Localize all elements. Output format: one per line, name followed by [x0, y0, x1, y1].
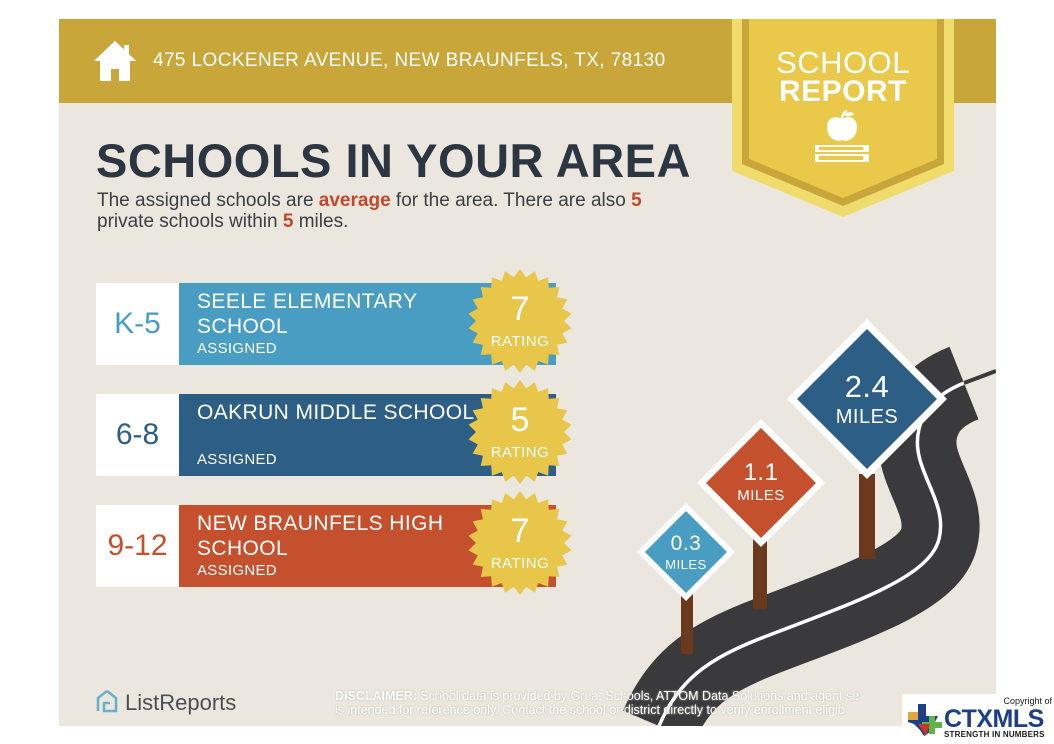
- rating-seal-icon: [468, 269, 572, 373]
- distance-near-unit: MILES: [665, 557, 707, 572]
- rating-label: RATING: [490, 333, 550, 350]
- rating-value: 5: [510, 401, 530, 439]
- school-row: 9-12 NEW BRAUNFELS HIGH SCHOOL ASSIGNED 7 RA…: [96, 491, 572, 595]
- summary-text: The assigned schools are average for the…: [97, 190, 642, 232]
- school-name: OAKRUN MIDDLE SCHOOL: [197, 401, 475, 424]
- listreports-brand: ListReports: [125, 690, 237, 715]
- watermark-name: CTXMLS: [944, 705, 1044, 733]
- distance-near-value: 0.3: [670, 532, 702, 555]
- watermark-copyright: Copyright of: [1003, 696, 1052, 706]
- school-report-card: 475 LOCKENER AVENUE, NEW BRAUNFELS, TX, …: [59, 19, 996, 726]
- distance-sign-far: [787, 319, 947, 479]
- texas-star-icon: [908, 704, 942, 736]
- property-address: 475 LOCKENER AVENUE, NEW BRAUNFELS, TX, …: [153, 50, 666, 71]
- disclaimer: DISCLAIMER: School data is provided by G…: [335, 689, 860, 717]
- school-status: ASSIGNED: [197, 451, 277, 468]
- listreports-logo-icon: [96, 689, 118, 713]
- ctxmls-watermark: Copyright of CTXMLS STRENGTH IN NUMBERS: [902, 694, 1054, 744]
- distance-far-unit: MILES: [835, 406, 899, 428]
- private-count: 5: [631, 190, 642, 211]
- rating-value: 7: [510, 512, 530, 550]
- school-status: ASSIGNED: [197, 340, 277, 357]
- distance-mid-value: 1.1: [743, 459, 779, 486]
- school-report-badge: [732, 19, 954, 217]
- watermark-tagline: STRENGTH IN NUMBERS: [944, 730, 1045, 739]
- badge-line-school: SCHOOL: [776, 45, 910, 80]
- rating-seal-icon: [468, 491, 572, 595]
- school-name: NEW BRAUNFELS HIGH SCHOOL: [197, 512, 444, 560]
- grade-range: K-5: [96, 283, 179, 365]
- grade-range: 9-12: [96, 505, 179, 587]
- quality-highlight: average: [318, 190, 391, 211]
- road-illustration: [623, 319, 996, 726]
- distance-sign-mid: [697, 419, 825, 547]
- school-status: ASSIGNED: [197, 562, 277, 579]
- distance-sign-near: [637, 503, 735, 601]
- rating-label: RATING: [490, 444, 550, 461]
- apple-on-books-icon: [815, 109, 869, 162]
- school-name: SEELE ELEMENTARY SCHOOL: [197, 290, 417, 338]
- distance-mid-unit: MILES: [737, 487, 785, 504]
- school-row: 6-8 OAKRUN MIDDLE SCHOOL ASSIGNED 5 RATING: [96, 380, 572, 484]
- home-icon: [94, 41, 136, 81]
- rating-value: 7: [510, 290, 530, 328]
- rating-seal-icon: [468, 380, 572, 484]
- page-title: SCHOOLS IN YOUR AREA: [96, 134, 691, 187]
- school-row: K-5 SEELE ELEMENTARY SCHOOL ASSIGNED 7 RATIN…: [96, 269, 572, 373]
- radius-miles: 5: [282, 211, 294, 232]
- grade-range: 6-8: [96, 394, 179, 476]
- badge-line-report: REPORT: [778, 75, 907, 108]
- distance-far-value: 2.4: [844, 369, 890, 404]
- rating-label: RATING: [490, 555, 550, 572]
